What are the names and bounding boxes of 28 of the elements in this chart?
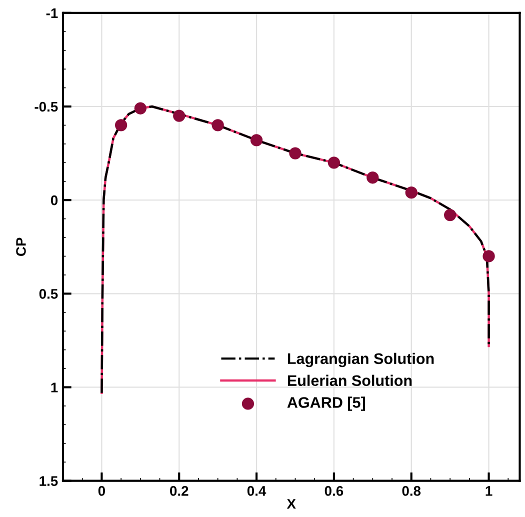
point <box>289 147 302 160</box>
point <box>328 156 340 169</box>
x-tick-label: 0 <box>98 486 105 496</box>
y-tick-label: 1.5 <box>40 476 58 486</box>
y-tick-label: 1 <box>51 382 58 392</box>
point <box>114 119 128 132</box>
point <box>173 110 186 122</box>
x-tick-label: 0.2 <box>170 486 188 496</box>
legend-label: AGARD [5] <box>287 396 365 411</box>
point <box>250 134 263 146</box>
legend-label: Eulerian Solution <box>288 374 412 386</box>
x-axis-title: X <box>286 499 296 509</box>
point <box>482 250 495 262</box>
point <box>405 186 418 199</box>
y-tick-label: 0 <box>50 195 58 206</box>
y-tick-label: -1 <box>46 8 58 18</box>
point <box>366 172 379 184</box>
y-tick-label: 0.5 <box>39 288 58 299</box>
point <box>134 102 146 114</box>
x-tick-label: 0.4 <box>247 486 266 496</box>
y-tick-label: -0.5 <box>34 102 58 112</box>
x-tick-label: 0.6 <box>324 486 344 496</box>
x-tick-label: 0.8 <box>402 486 421 496</box>
legend-label: Lagrangian Solution <box>288 352 434 368</box>
point <box>444 208 456 222</box>
y-axis-title: CP <box>16 238 26 256</box>
point <box>212 119 224 132</box>
x-tick-label: 1 <box>486 486 492 496</box>
